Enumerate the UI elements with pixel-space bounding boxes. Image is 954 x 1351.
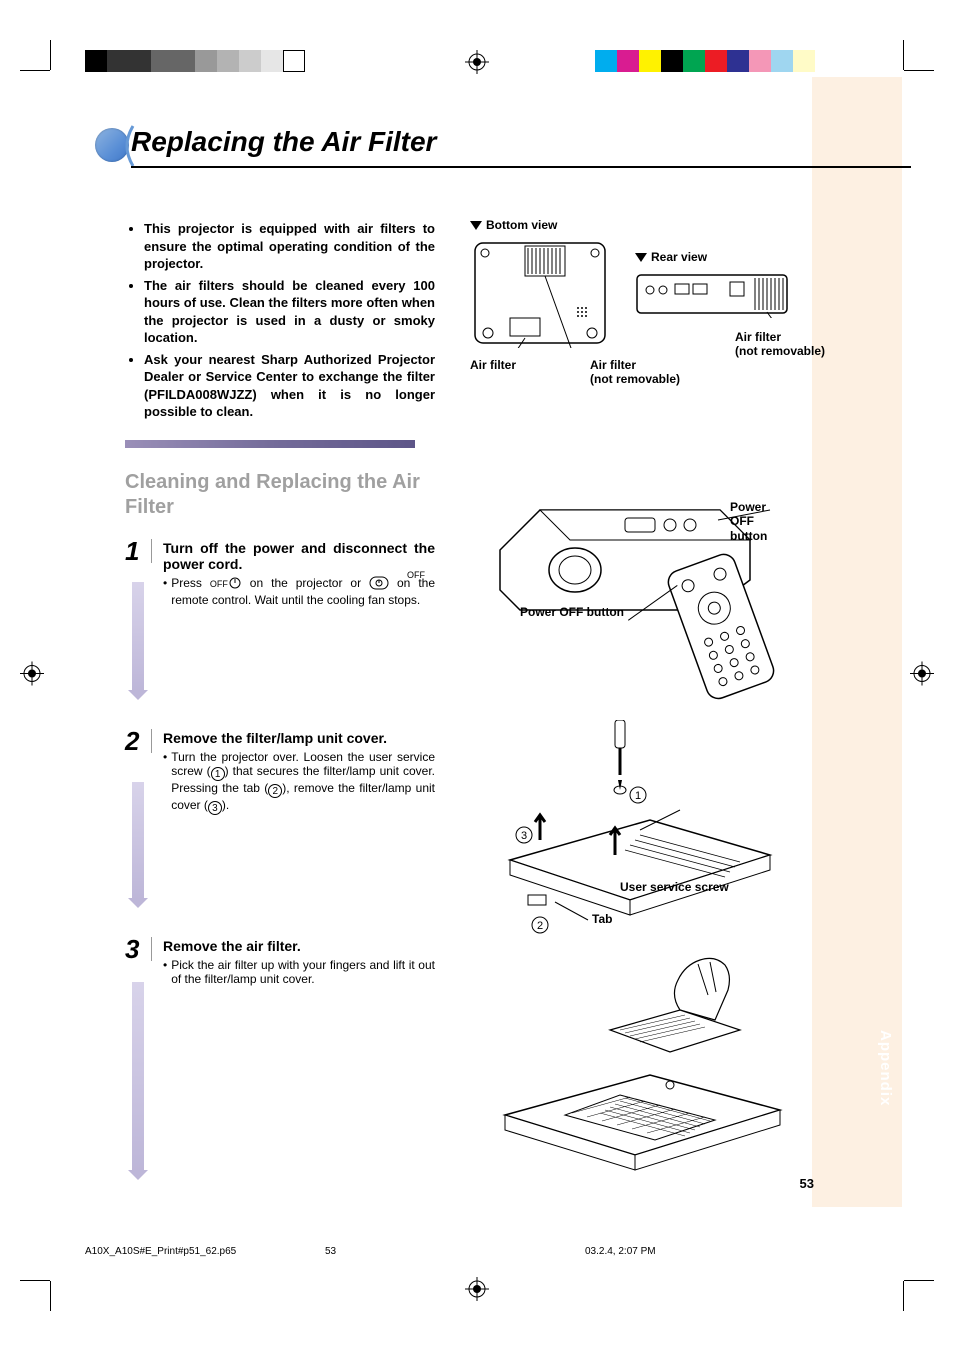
swatch (639, 50, 661, 72)
step-heading: Remove the filter/lamp unit cover. (163, 730, 435, 746)
swatch (617, 50, 639, 72)
diagram-rear-view: Rear view Air filter (not removable) (635, 250, 790, 323)
step-3: 3 Remove the air filter. •Pick the air f… (125, 938, 435, 986)
tab-label: Tab (592, 912, 612, 926)
svg-text:2: 2 (537, 920, 543, 932)
user-service-screw-label: User service screw (620, 880, 729, 894)
step-number: 3 (125, 934, 139, 964)
swatch (151, 50, 173, 72)
swatch (771, 50, 793, 72)
power-icon (228, 576, 242, 593)
grayscale-swatches (85, 50, 305, 72)
remote-power-icon (369, 576, 389, 593)
intro-list: This projector is equipped with air filt… (130, 220, 435, 425)
footer-timestamp: 03.2.4, 2:07 PM (585, 1246, 656, 1257)
step-heading: Turn off the power and disconnect the po… (163, 540, 435, 572)
step-number: 2 (125, 726, 139, 756)
swatch (705, 50, 727, 72)
page-number: 53 (800, 1176, 814, 1191)
off-label: OFF (407, 570, 425, 580)
section-divider-bar (125, 440, 415, 448)
swatch (129, 50, 151, 72)
swatch (217, 50, 239, 72)
intro-bullet: This projector is equipped with air filt… (144, 220, 435, 273)
footer-filename: A10X_A10S#E_Print#p51_62.p65 (85, 1246, 236, 1257)
swatch (85, 50, 107, 72)
step-body: •Pick the air filter up with your finger… (163, 958, 435, 986)
air-filter-label: Air filter (470, 358, 516, 372)
swatch (727, 50, 749, 72)
step-progress-arrow-icon (132, 982, 144, 1172)
swatch (793, 50, 815, 72)
registration-mark-icon (465, 1277, 489, 1301)
swatch (683, 50, 705, 72)
air-filter-not-removable-label-2: Air filter (not removable) (735, 330, 845, 359)
step-heading: Remove the air filter. (163, 938, 435, 954)
rear-view-illustration (635, 270, 790, 318)
registration-mark-icon (465, 50, 489, 74)
step-body: •Press OFF on the projector or on the re… (163, 576, 435, 607)
power-off-button-label-2: Power OFF button (520, 605, 624, 619)
cover-removal-illustration: 1 3 2 (470, 720, 810, 950)
filter-removal-illustration (470, 950, 810, 1180)
appendix-tab-label: Appendix (877, 1030, 894, 1106)
registration-mark-icon (20, 661, 44, 690)
diagram-filter-removal (470, 950, 810, 1185)
swatch (107, 50, 129, 72)
svg-text:1: 1 (635, 790, 641, 802)
section-title: Cleaning and Replacing the Air Filter (125, 470, 435, 520)
svg-text:3: 3 (521, 830, 527, 842)
page-title: Replacing the Air Filter (131, 126, 436, 158)
bottom-view-label: Bottom view (470, 218, 557, 232)
swatch (261, 50, 283, 72)
swatch (749, 50, 771, 72)
swatch (195, 50, 217, 72)
projector-remote-illustration (470, 450, 820, 710)
swatch (173, 50, 195, 72)
step-body: •Turn the projector over. Loosen the use… (163, 750, 435, 815)
swatch (661, 50, 683, 72)
swatch (239, 50, 261, 72)
step-2: 2 Remove the filter/lamp unit cover. •Tu… (125, 730, 435, 815)
footer-page: 53 (325, 1246, 336, 1257)
swatch (595, 50, 617, 72)
swatch (283, 50, 305, 72)
power-off-button-label: Power OFF button (730, 500, 790, 543)
color-swatches (595, 50, 815, 72)
air-filter-not-removable-label: Air filter (not removable) (590, 358, 690, 387)
diagram-cover-removal: 1 3 2 User service screw Tab (470, 720, 810, 955)
diagram-bottom-view: Bottom view Air filter Air filter (not r… (470, 218, 610, 353)
print-registration-bottom (0, 1281, 954, 1311)
rear-view-label: Rear view (635, 250, 707, 264)
intro-bullet: Ask your nearest Sharp Authorized Projec… (144, 351, 435, 421)
step-number: 1 (125, 536, 139, 566)
print-registration-top (0, 40, 954, 70)
step-1: 1 Turn off the power and disconnect the … (125, 540, 435, 607)
triangle-down-icon (470, 221, 482, 230)
diagram-power-off: Power OFF button Power OFF button (470, 450, 820, 715)
intro-bullet: The air filters should be cleaned every … (144, 277, 435, 347)
title-underline (131, 166, 911, 168)
registration-mark-icon (910, 661, 934, 690)
bottom-view-illustration (470, 238, 610, 348)
triangle-down-icon (635, 253, 647, 262)
